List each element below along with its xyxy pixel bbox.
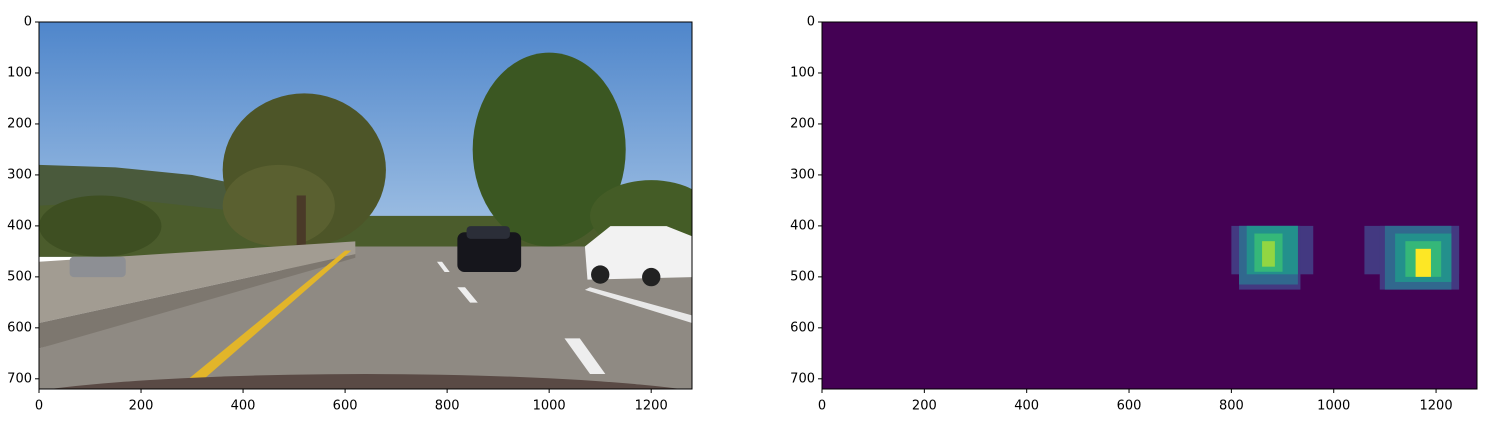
x-tick-label: 400 <box>1014 399 1039 414</box>
x-tick-label: 400 <box>231 399 256 414</box>
x-tick-label: 600 <box>1117 399 1142 414</box>
y-tick-label: 400 <box>7 218 32 233</box>
y-tick-label: 600 <box>790 320 815 335</box>
x-tick-label: 600 <box>333 399 358 414</box>
heatmap-background <box>822 22 1477 389</box>
x-tick-label: 1200 <box>635 399 668 414</box>
y-tick-label: 500 <box>790 269 815 284</box>
x-tick-label: 1000 <box>533 399 566 414</box>
x-tick-label: 1000 <box>1317 399 1350 414</box>
y-tick-label: 200 <box>790 116 815 131</box>
y-tick-label: 700 <box>7 371 32 386</box>
road-photo <box>39 22 693 390</box>
y-tick-label: 300 <box>790 167 815 182</box>
heat-cell <box>1415 248 1431 277</box>
x-tick-label: 800 <box>1219 399 1244 414</box>
heat-cell <box>1262 241 1275 267</box>
y-tick-label: 200 <box>7 116 32 131</box>
y-tick-label: 0 <box>807 15 815 30</box>
x-tick-label: 200 <box>912 399 937 414</box>
y-tick-label: 100 <box>7 65 32 80</box>
axes: 0 200 400 600 800 1000 12000100200300400500600… <box>7 15 1478 414</box>
x-tick-label: 800 <box>435 399 460 414</box>
y-tick-label: 100 <box>790 65 815 80</box>
y-tick-label: 400 <box>790 218 815 233</box>
y-tick-label: 300 <box>7 167 32 182</box>
x-tick-label: 0 <box>818 399 826 414</box>
y-tick-label: 600 <box>7 320 32 335</box>
y-tick-label: 500 <box>7 269 32 284</box>
x-tick-label: 0 <box>35 399 43 414</box>
axes-frame <box>821 21 1478 390</box>
axes-frame <box>38 21 693 390</box>
y-tick-label: 700 <box>790 371 815 386</box>
x-tick-label: 1200 <box>1420 399 1453 414</box>
y-tick-label: 0 <box>24 15 32 30</box>
x-tick-label: 200 <box>129 399 154 414</box>
